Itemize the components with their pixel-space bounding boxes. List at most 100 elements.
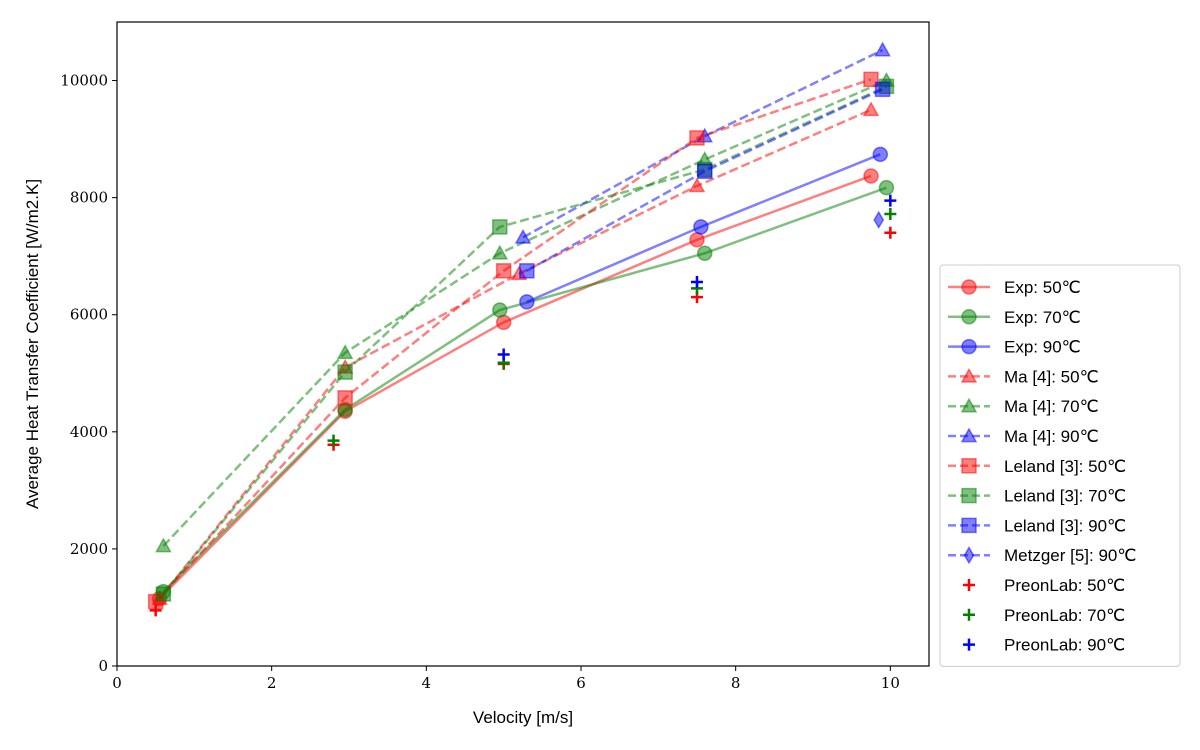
legend-label: Exp: 90℃ — [1004, 338, 1081, 357]
legend-box — [939, 264, 1181, 667]
data-point — [863, 168, 879, 184]
legend-entry: Ma [4]: 50℃ — [948, 367, 1099, 386]
x-tick-label: 4 — [422, 674, 432, 692]
data-point — [155, 586, 172, 602]
legend-entry: Exp: 90℃ — [948, 338, 1081, 357]
legend-entry: Leland [3]: 50℃ — [948, 457, 1126, 476]
data-point — [693, 219, 709, 235]
legend-entry: PreonLab: 90℃ — [963, 636, 1125, 655]
legend-marker — [963, 546, 975, 565]
legend-label: Ma [4]: 70℃ — [1004, 397, 1099, 416]
y-tick-label: 6000 — [70, 306, 108, 324]
legend-entry: Exp: 50℃ — [948, 278, 1081, 297]
data-point — [492, 219, 508, 235]
data-point — [872, 146, 889, 163]
legend-label: Ma [4]: 90℃ — [1004, 427, 1099, 446]
data-point — [491, 244, 509, 260]
data-point — [874, 41, 891, 57]
data-point — [884, 194, 897, 207]
legend-marker — [960, 397, 978, 413]
data-point — [149, 604, 162, 617]
data-point — [863, 71, 879, 88]
series-line — [158, 108, 872, 600]
legend-label: PreonLab: 90℃ — [1004, 636, 1125, 655]
series-line — [162, 85, 887, 595]
series-exp-90- — [519, 146, 889, 310]
data-point — [689, 130, 705, 146]
series-ma-4-50- — [151, 101, 880, 606]
series-preonlab-90- — [497, 194, 897, 361]
legend-entry: Exp: 70℃ — [948, 308, 1081, 327]
data-point — [689, 232, 705, 248]
series-leland-3-50- — [147, 71, 879, 610]
data-point — [884, 208, 897, 221]
y-tick-label: 0 — [98, 657, 108, 675]
data-point — [696, 163, 713, 180]
series-metzger-5-90- — [873, 210, 885, 230]
data-point — [696, 245, 713, 262]
y-tick-label: 8000 — [70, 189, 108, 207]
x-tick-label: 8 — [731, 674, 741, 692]
series-leland-3-70- — [155, 78, 895, 602]
x-tick-label: 2 — [267, 674, 277, 692]
legend-marker — [960, 427, 978, 443]
series-line — [162, 186, 887, 593]
data-point — [337, 390, 353, 406]
legend-label: Leland [3]: 90℃ — [1004, 516, 1126, 535]
data-point — [514, 228, 532, 244]
y-tick-label: 10000 — [60, 72, 108, 90]
legend-label: PreonLab: 70℃ — [1004, 606, 1125, 625]
x-axis-label: Velocity [m/s] — [473, 708, 573, 727]
data-point — [878, 179, 895, 196]
data-point — [492, 302, 508, 318]
data-point — [688, 177, 706, 193]
legend-marker — [960, 367, 978, 383]
legend-marker — [963, 638, 975, 651]
legend-entry: Metzger [5]: 90℃ — [948, 546, 1136, 565]
data-point — [862, 101, 880, 117]
legend-entry: PreonLab: 70℃ — [963, 606, 1125, 625]
axis-ticks: 0 2 4 6 8 10 0 2000 4000 6000 8000 10000 — [60, 72, 900, 692]
legend-entry: Ma [4]: 70℃ — [948, 397, 1099, 416]
data-point — [337, 364, 353, 380]
legend-label: PreonLab: 50℃ — [1004, 576, 1125, 595]
data-point — [497, 348, 510, 361]
legend-label: Exp: 70℃ — [1004, 308, 1081, 327]
x-tick-label: 0 — [112, 674, 122, 692]
x-tick-label: 10 — [881, 674, 900, 692]
legend-marker — [961, 338, 977, 355]
y-tick-label: 4000 — [70, 423, 108, 441]
legend-label: Leland [3]: 70℃ — [1004, 487, 1126, 506]
legend-label: Metzger [5]: 90℃ — [1004, 546, 1136, 565]
data-point — [884, 226, 897, 239]
legend-marker — [961, 517, 977, 534]
legend-label: Exp: 50℃ — [1004, 278, 1081, 297]
data-point — [691, 275, 703, 288]
series-line — [154, 78, 872, 603]
series-preonlab-50- — [149, 226, 897, 617]
data-point — [874, 81, 891, 98]
data-point — [873, 210, 885, 230]
series-line — [158, 174, 872, 600]
legend-marker — [961, 487, 977, 504]
data-point — [336, 344, 354, 360]
legend-entry: Leland [3]: 90℃ — [948, 516, 1126, 535]
legend-label: Ma [4]: 50℃ — [1004, 367, 1099, 386]
y-axis-label: Average Heat Transfer Coefficient [W/m2.… — [23, 179, 42, 509]
data-point — [519, 263, 535, 279]
data-point — [155, 537, 172, 553]
series-exp-50- — [151, 168, 879, 607]
plot-marks — [147, 41, 897, 617]
legend-marker — [963, 608, 975, 621]
legend-marker — [961, 458, 977, 474]
legend-label: Leland [3]: 50℃ — [1004, 457, 1126, 476]
legend-entry: Leland [3]: 70℃ — [948, 487, 1126, 506]
legend-marker — [961, 279, 977, 295]
plot-frame — [116, 21, 930, 667]
y-tick-label: 2000 — [70, 540, 108, 558]
x-tick-label: 6 — [576, 674, 586, 692]
series-leland-3-90- — [519, 81, 891, 279]
legend-marker — [961, 309, 977, 325]
data-point — [327, 434, 340, 447]
